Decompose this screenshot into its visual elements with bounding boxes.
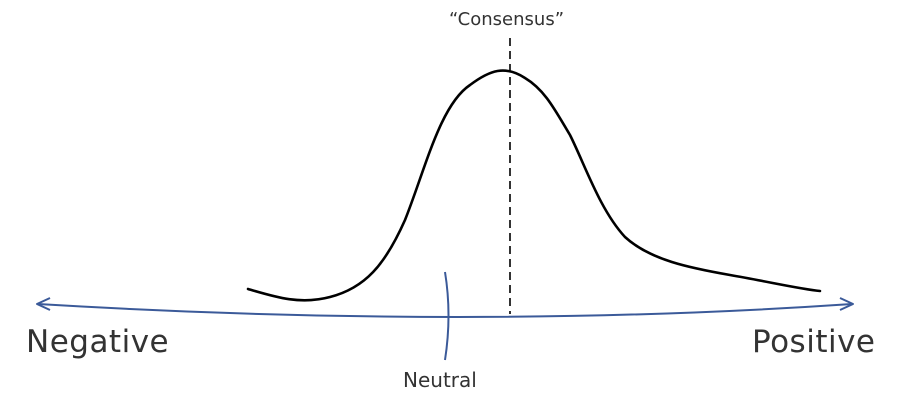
neutral-label: Neutral: [403, 368, 477, 392]
negative-label: Negative: [26, 324, 170, 360]
axis-right-arrowhead: [839, 297, 854, 311]
sentiment-axis-line: [37, 303, 853, 318]
consensus-label: “Consensus”: [449, 9, 565, 30]
axis-left-arrowhead: [36, 297, 51, 311]
distribution-curve: [246, 69, 822, 302]
neutral-tick-mark: [444, 271, 450, 361]
positive-label: Positive: [752, 324, 876, 360]
